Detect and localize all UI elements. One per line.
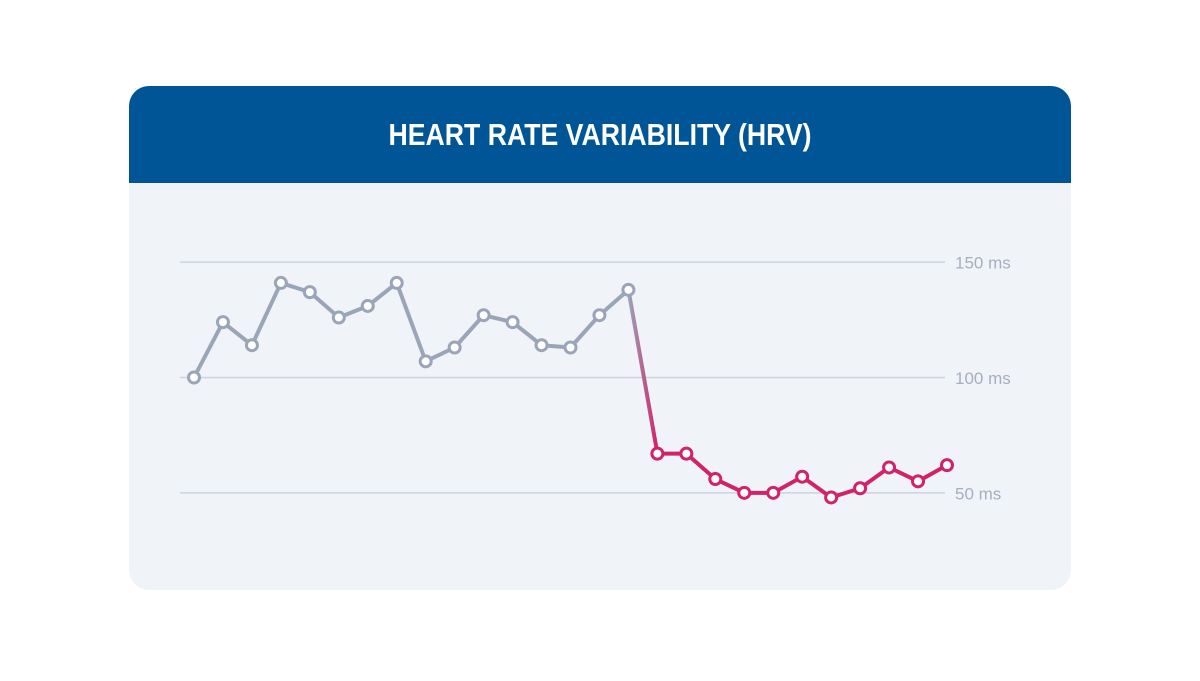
line: [192, 280, 630, 379]
point: [853, 481, 868, 496]
point: [389, 275, 404, 290]
point: [621, 282, 636, 297]
point: [187, 370, 201, 385]
point: [650, 446, 665, 461]
point: [708, 472, 723, 487]
card: [129, 86, 1071, 590]
point: [476, 308, 491, 323]
point: [911, 474, 926, 489]
point: [534, 338, 549, 353]
point: [331, 310, 346, 325]
point: [302, 285, 317, 300]
point: [882, 460, 897, 475]
point: [824, 490, 839, 505]
y-tick-label: 150 ms: [955, 254, 1011, 273]
point: [737, 485, 752, 500]
point: [505, 315, 520, 330]
y-tick-label: 50 ms: [955, 484, 1001, 503]
point: [795, 469, 810, 484]
point: [766, 485, 781, 500]
point: [273, 275, 288, 290]
point: [215, 315, 230, 330]
point: [418, 354, 433, 369]
connector: [626, 289, 660, 454]
chart-title: HEART RATE VARIABILITY (HRV): [388, 118, 811, 152]
point: [592, 308, 607, 323]
point: [563, 340, 578, 355]
y-tick-label: 100 ms: [955, 369, 1011, 388]
card-header: [129, 86, 1071, 183]
point: [360, 298, 375, 313]
point: [679, 446, 694, 461]
point: [940, 458, 954, 473]
point: [244, 338, 259, 353]
point: [447, 340, 462, 355]
